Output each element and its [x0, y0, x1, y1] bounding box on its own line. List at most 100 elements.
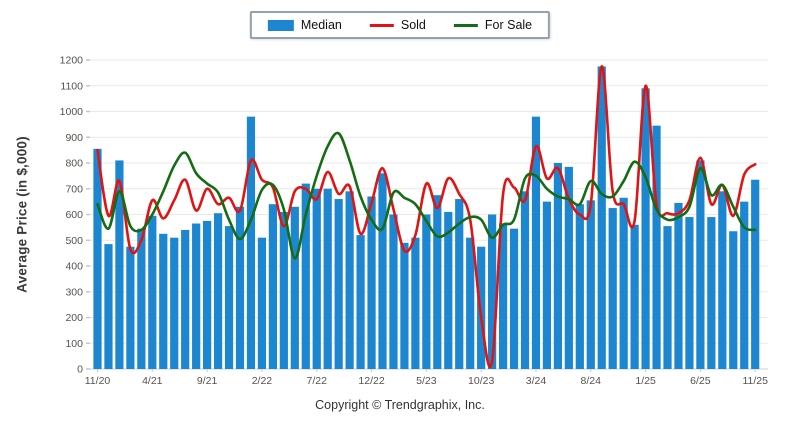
y-tick-label: 300: [65, 286, 83, 298]
for-sale-line[interactable]: [96, 131, 757, 260]
x-tick-label: 6/25: [690, 375, 711, 387]
median-bar[interactable]: [696, 160, 705, 369]
median-bar[interactable]: [520, 191, 530, 369]
legend-item-for-sale[interactable]: For Sale: [453, 18, 533, 32]
median-bar[interactable]: [170, 237, 179, 369]
y-tick-label: 200: [65, 312, 83, 324]
median-bar[interactable]: [564, 166, 573, 369]
median-bar[interactable]: [192, 223, 201, 369]
median-bar[interactable]: [553, 163, 562, 369]
median-bar[interactable]: [751, 179, 760, 369]
median-bar[interactable]: [509, 228, 519, 369]
median-bar[interactable]: [630, 224, 639, 369]
median-bar[interactable]: [444, 211, 453, 369]
median-bar[interactable]: [181, 229, 190, 369]
y-tick-label: 800: [65, 158, 83, 170]
y-tick-label: 1100: [60, 80, 83, 92]
x-tick-label: 11/25: [742, 375, 768, 387]
x-tick-label: 11/20: [85, 375, 111, 387]
x-tick-label: 2/22: [252, 375, 273, 387]
median-bar[interactable]: [597, 66, 606, 369]
median-bar[interactable]: [400, 242, 409, 369]
median-bar[interactable]: [367, 196, 376, 369]
median-bar[interactable]: [203, 220, 212, 369]
median-bar[interactable]: [290, 206, 299, 369]
median-bar[interactable]: [235, 206, 245, 369]
legend-item-sold[interactable]: Sold: [369, 18, 426, 32]
x-tick-label: 1/25: [635, 375, 656, 387]
legend: Median Sold For Sale: [249, 11, 551, 39]
median-bar[interactable]: [213, 213, 223, 369]
median-bar[interactable]: [718, 191, 727, 369]
y-tick-label: 700: [65, 183, 83, 195]
x-tick-label: 10/23: [468, 375, 494, 387]
median-bar[interactable]: [641, 88, 650, 369]
median-bar[interactable]: [619, 197, 628, 369]
median-bar[interactable]: [455, 199, 464, 369]
median-swatch-icon: [267, 19, 294, 31]
legend-item-median[interactable]: Median: [267, 18, 342, 32]
median-bar[interactable]: [707, 217, 716, 369]
median-bar[interactable]: [531, 116, 541, 370]
median-bar[interactable]: [257, 237, 267, 369]
median-bar[interactable]: [148, 215, 157, 369]
median-bar[interactable]: [411, 237, 420, 369]
median-bar[interactable]: [488, 214, 497, 370]
median-bar[interactable]: [126, 246, 135, 369]
y-tick-label: 0: [77, 364, 83, 376]
median-bar[interactable]: [279, 211, 288, 369]
x-tick-label: 12/22: [358, 375, 384, 387]
y-tick-label: 900: [65, 132, 83, 144]
median-bar[interactable]: [137, 228, 146, 369]
median-bar[interactable]: [93, 148, 102, 369]
y-axis-title: Average Price (in $,000): [14, 136, 30, 293]
median-bar[interactable]: [356, 235, 365, 369]
legend-label-for-sale: For Sale: [484, 18, 533, 32]
y-tick-label: 1200: [60, 55, 84, 67]
median-bar[interactable]: [663, 226, 672, 369]
median-bar[interactable]: [608, 208, 617, 369]
sold-line-icon: [369, 23, 394, 27]
median-bar[interactable]: [498, 223, 508, 369]
y-tick-label: 100: [65, 338, 83, 350]
median-bar[interactable]: [685, 217, 694, 369]
median-bar[interactable]: [159, 233, 168, 369]
y-tick-label: 600: [65, 209, 83, 221]
median-bar[interactable]: [740, 201, 749, 369]
y-tick-label: 1000: [60, 106, 84, 118]
for-sale-line-icon: [453, 23, 478, 27]
median-bar[interactable]: [389, 214, 398, 370]
median-bar[interactable]: [345, 191, 354, 369]
median-bar[interactable]: [115, 160, 124, 369]
median-bar[interactable]: [268, 204, 277, 369]
median-bar[interactable]: [323, 188, 332, 369]
median-bar[interactable]: [301, 183, 310, 369]
median-bar[interactable]: [104, 244, 113, 369]
median-bar[interactable]: [729, 231, 738, 369]
median-bar[interactable]: [433, 195, 442, 369]
sold-line[interactable]: [96, 65, 757, 369]
median-bar[interactable]: [224, 226, 234, 369]
legend-label-sold: Sold: [400, 18, 426, 32]
median-bar[interactable]: [466, 237, 475, 369]
y-tick-label: 500: [65, 235, 83, 247]
median-bar[interactable]: [652, 125, 661, 369]
x-tick-label: 7/22: [307, 375, 328, 387]
x-tick-label: 8/24: [581, 375, 602, 387]
x-tick-label: 5/23: [416, 375, 437, 387]
median-bar[interactable]: [542, 201, 552, 369]
median-bar[interactable]: [246, 116, 256, 370]
median-bar[interactable]: [378, 173, 387, 369]
median-bar[interactable]: [334, 199, 343, 369]
y-tick-label: 400: [65, 261, 83, 273]
legend-label-median: Median: [300, 18, 342, 32]
median-bar[interactable]: [674, 202, 683, 369]
copyright-text: Copyright © Trendgraphix, Inc.: [315, 398, 485, 412]
x-tick-label: 9/21: [197, 375, 218, 387]
median-bar[interactable]: [575, 204, 584, 369]
median-bar[interactable]: [422, 214, 431, 370]
median-bar[interactable]: [312, 188, 321, 369]
median-bar[interactable]: [586, 200, 595, 369]
